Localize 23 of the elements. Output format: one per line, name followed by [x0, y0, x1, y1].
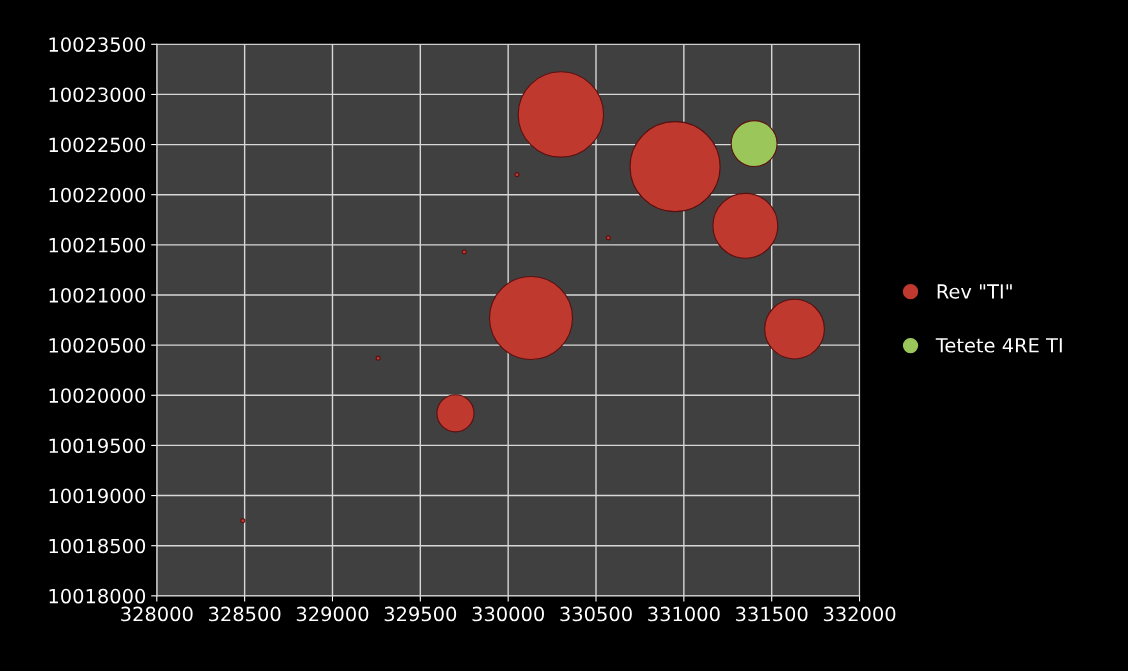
y-tick-label: 10022500 — [49, 137, 146, 153]
x-tick-label: 328500 — [209, 606, 281, 622]
x-tick-label: 329000 — [296, 606, 369, 622]
y-tick-label: 10023000 — [49, 87, 146, 103]
legend-label: Rev "TI" — [937, 284, 1012, 299]
y-tick-label: 10023500 — [49, 37, 146, 52]
legend-label: Tetete 4RE TI — [935, 338, 1062, 353]
x-tick-label: 331000 — [648, 606, 720, 622]
x-tick-label: 329500 — [384, 606, 457, 622]
x-tick-label: 332000 — [823, 606, 896, 622]
y-tick-label: 10019500 — [49, 438, 146, 454]
y-tick-label: 10021000 — [49, 287, 146, 303]
y-tick-label: 10021500 — [49, 237, 146, 253]
y-tick-label: 10018500 — [49, 538, 146, 554]
y-tick-label: 10019000 — [49, 488, 146, 504]
x-tick-label: 328000 — [121, 606, 193, 622]
y-tick-label: 10018000 — [49, 588, 146, 604]
y-tick-label: 10020000 — [49, 388, 146, 403]
x-tick-label: 330500 — [560, 606, 632, 622]
x-tick-label: 330000 — [472, 606, 544, 622]
y-tick-label: 10022000 — [49, 187, 146, 203]
x-tick-label: 331500 — [736, 606, 808, 622]
y-tick-label: 10020500 — [49, 338, 146, 353]
